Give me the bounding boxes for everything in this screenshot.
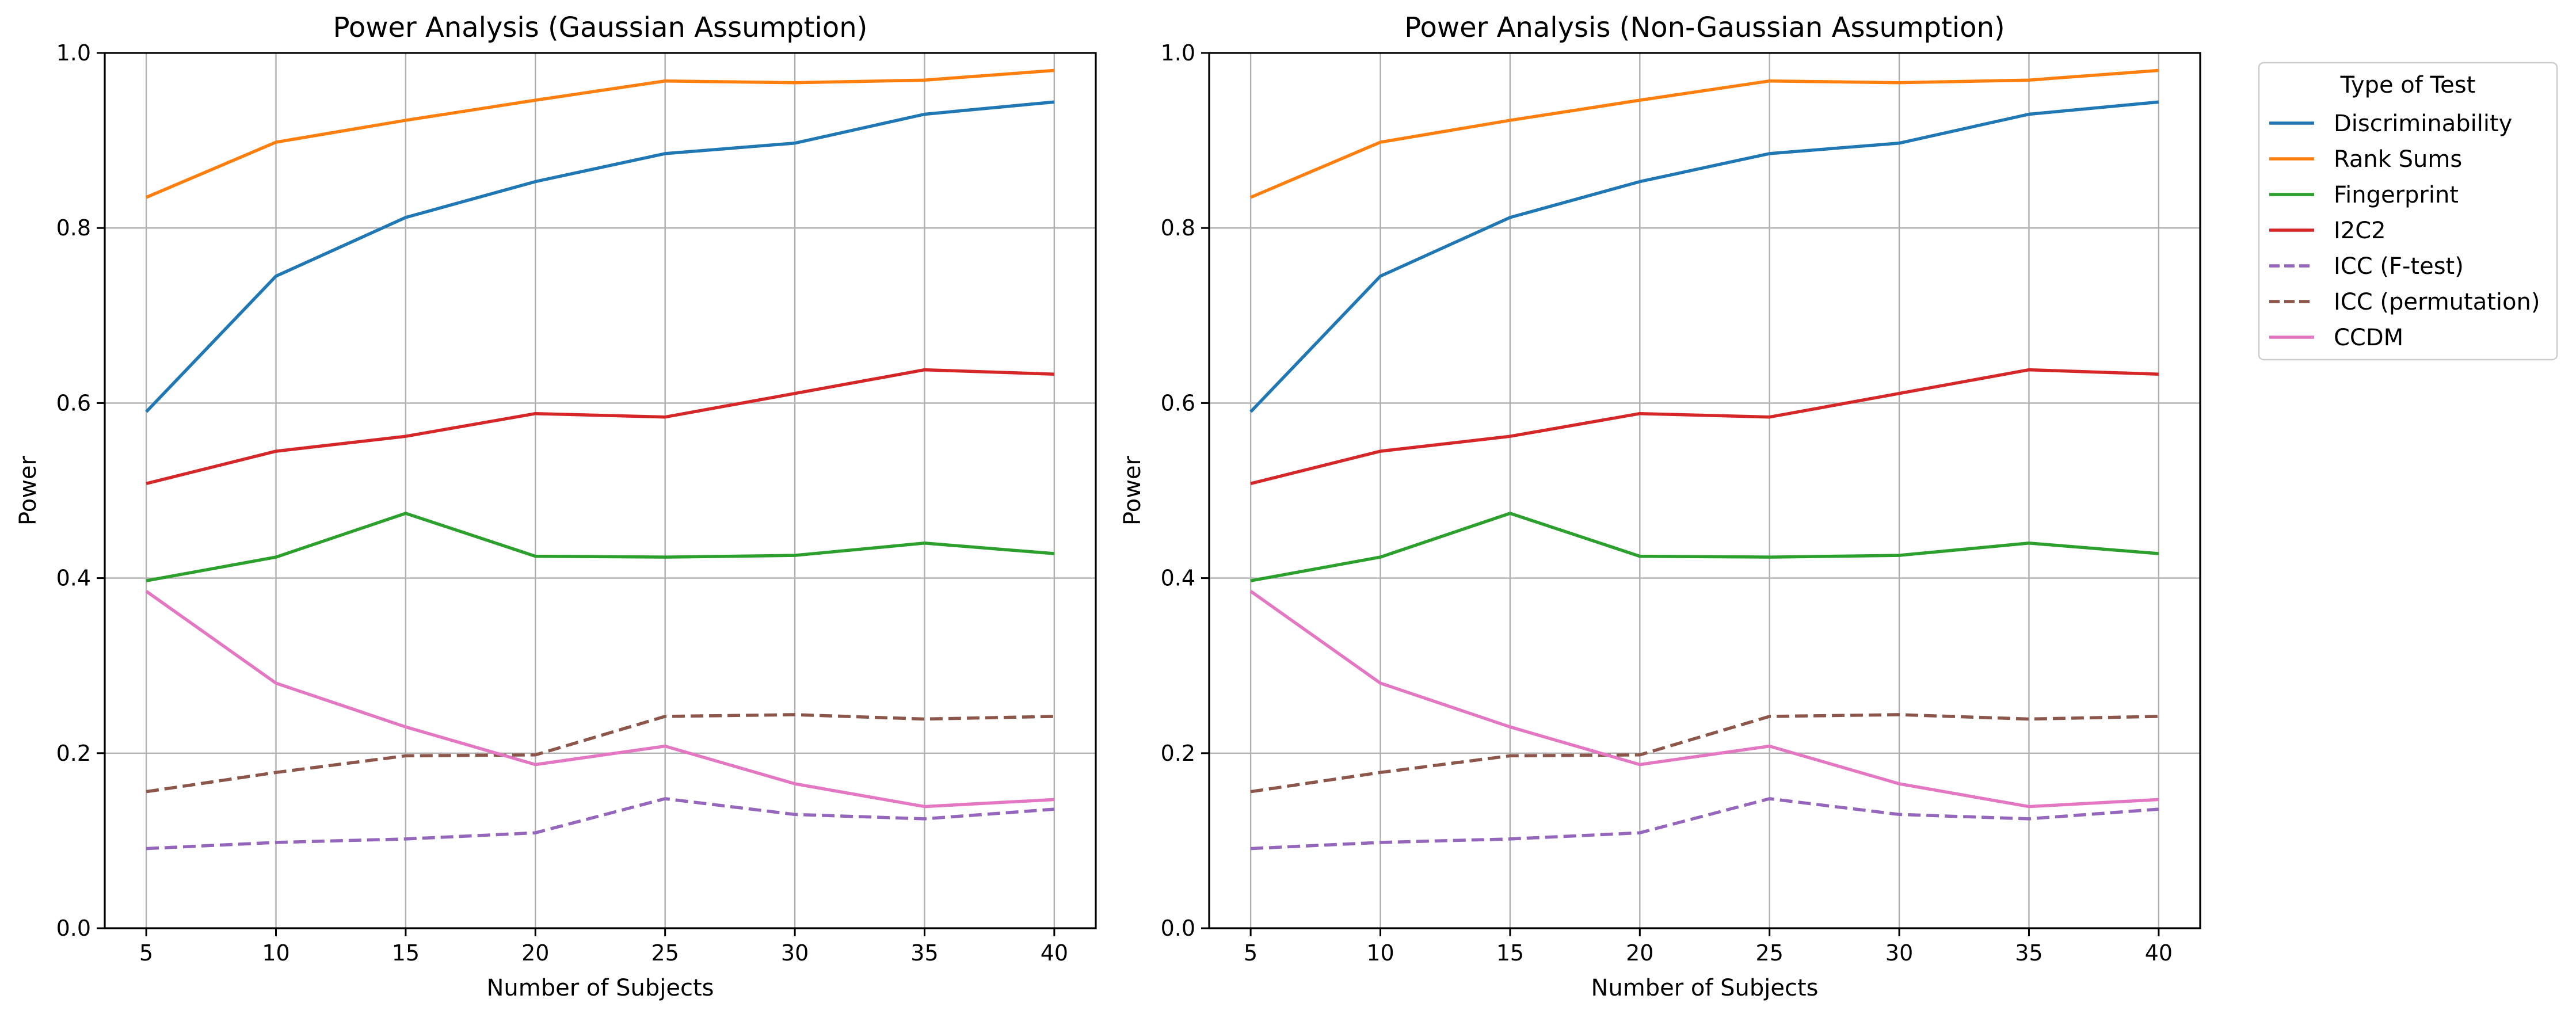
legend-item-i2c2: I2C2 bbox=[2269, 218, 2386, 244]
chart-panel-1: 5 10 15 20 25 30 35 40 0.0 0.2 0.4 0.6 0.8 1.0 Power A… bbox=[15, 12, 1097, 1001]
y-tick-label: 0.8 bbox=[1161, 215, 1195, 241]
y-tick-label: 0.6 bbox=[56, 390, 91, 415]
y-tick-label: 1.0 bbox=[56, 40, 91, 66]
y-tick-label: 0.6 bbox=[1161, 390, 1195, 415]
series-line-rank-sums bbox=[1250, 68, 2159, 199]
series-line-rank-sums bbox=[146, 68, 1055, 199]
axes-frame bbox=[1208, 52, 2201, 929]
legend-label: Rank Sums bbox=[2334, 146, 2462, 173]
x-tick-label: 25 bbox=[1756, 940, 1784, 966]
x-axis-label: Number of Subjects bbox=[486, 975, 714, 1001]
y-tick-label: 0.8 bbox=[56, 215, 91, 241]
y-tick-label: 0.4 bbox=[1161, 566, 1195, 591]
x-axis: 5 10 15 20 25 30 35 40 bbox=[139, 928, 1068, 966]
legend-label: CCDM bbox=[2334, 325, 2403, 351]
axes-frame bbox=[104, 52, 1097, 929]
legend-item-rank-sums: Rank Sums bbox=[2269, 146, 2462, 173]
x-tick-label: 30 bbox=[781, 940, 809, 966]
x-tick-label: 35 bbox=[910, 940, 938, 966]
x-tick-label: 15 bbox=[392, 940, 420, 966]
y-axis-label: Power bbox=[15, 455, 41, 525]
legend-item-icc-permutation: ICC (permutation) bbox=[2269, 289, 2540, 315]
x-tick-label: 20 bbox=[521, 940, 549, 966]
legend-item-ccdm: CCDM bbox=[2269, 325, 2403, 351]
y-tick-label: 1.0 bbox=[1161, 40, 1195, 66]
x-tick-label: 10 bbox=[1366, 940, 1394, 966]
legend-item-discriminability: Discriminability bbox=[2269, 110, 2512, 137]
series-lines bbox=[145, 68, 1055, 851]
chart-title: Power Analysis (Gaussian Assumption) bbox=[333, 12, 868, 44]
x-tick-label: 5 bbox=[139, 940, 153, 966]
x-tick-label: 10 bbox=[262, 940, 289, 966]
x-tick-label: 20 bbox=[1626, 940, 1653, 966]
series-line-fingerprint bbox=[1250, 512, 2159, 582]
legend-title: Type of Test bbox=[2340, 72, 2476, 98]
legend-label: ICC (permutation) bbox=[2334, 289, 2540, 315]
legend-item-icc-f-test: ICC (F-test) bbox=[2269, 253, 2464, 280]
x-tick-label: 5 bbox=[1244, 940, 1257, 966]
y-axis: 0.0 0.2 0.4 0.6 0.8 1.0 bbox=[56, 40, 105, 941]
x-tick-label: 15 bbox=[1496, 940, 1524, 966]
legend: Type of Test Discriminability Rank Sums Fin… bbox=[2258, 62, 2558, 361]
y-tick-label: 0.2 bbox=[56, 741, 91, 766]
series-lines bbox=[1249, 68, 2159, 851]
x-axis-label: Number of Subjects bbox=[1591, 975, 1818, 1001]
x-tick-label: 30 bbox=[1885, 940, 1913, 966]
x-tick-label: 25 bbox=[651, 940, 679, 966]
x-tick-label: 35 bbox=[2015, 940, 2042, 966]
series-line-icc-f-test bbox=[1250, 797, 2159, 851]
legend-label: Fingerprint bbox=[2334, 182, 2459, 208]
legend-label: I2C2 bbox=[2334, 218, 2386, 244]
x-tick-label: 40 bbox=[1041, 940, 1068, 966]
series-line-discriminability bbox=[1249, 100, 2159, 413]
y-tick-label: 0.4 bbox=[56, 566, 91, 591]
legend-label: ICC (F-test) bbox=[2334, 253, 2464, 280]
series-line-ccdm bbox=[145, 590, 1055, 809]
series-line-i2c2 bbox=[146, 368, 1054, 485]
legend-item-fingerprint: Fingerprint bbox=[2269, 182, 2459, 208]
y-tick-label: 0.2 bbox=[1161, 741, 1195, 766]
series-line-icc-f-test bbox=[146, 797, 1055, 851]
series-line-discriminability bbox=[145, 100, 1055, 413]
y-axis: 0.0 0.2 0.4 0.6 0.8 1.0 bbox=[1161, 40, 1209, 941]
y-tick-label: 0.0 bbox=[56, 916, 91, 941]
series-line-ccdm bbox=[1249, 590, 2159, 809]
legend-box bbox=[2258, 62, 2558, 361]
series-line-fingerprint bbox=[146, 512, 1055, 582]
x-axis: 5 10 15 20 25 30 35 40 bbox=[1244, 928, 2173, 966]
y-axis-label: Power bbox=[1119, 455, 1146, 525]
series-line-i2c2 bbox=[1250, 368, 2159, 485]
y-tick-label: 0.0 bbox=[1161, 916, 1195, 941]
chart-panels: 5 10 15 20 25 30 35 40 0.0 0.2 0.4 0.6 0.8 1.0 Power A… bbox=[15, 12, 2201, 1001]
series-line-icc-permutation bbox=[146, 713, 1054, 794]
series-line-icc-permutation bbox=[1250, 713, 2159, 794]
chart-title: Power Analysis (Non-Gaussian Assumption) bbox=[1404, 12, 2005, 44]
chart-panel-2: 5 10 15 20 25 30 35 40 0.0 0.2 0.4 0.6 0.8 1.0 Power A… bbox=[1119, 12, 2201, 1001]
legend-label: Discriminability bbox=[2334, 110, 2512, 137]
x-tick-label: 40 bbox=[2145, 940, 2173, 966]
